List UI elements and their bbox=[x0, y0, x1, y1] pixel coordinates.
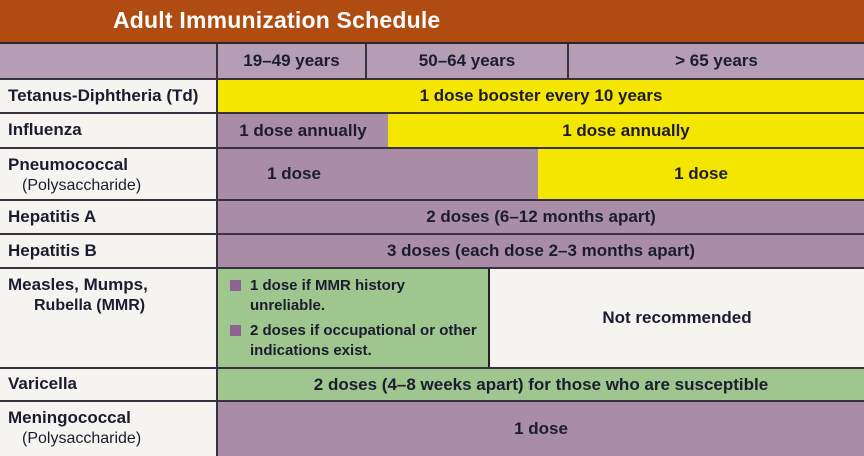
vaccine-label-influenza: Influenza bbox=[0, 114, 218, 147]
dose-cell-hepatitis-b: 3 doses (each dose 2–3 months apart) bbox=[218, 235, 864, 267]
header-age-65plus: > 65 years bbox=[567, 44, 864, 78]
dose-cell-pneumococcal-young: 1 dose bbox=[218, 149, 538, 199]
table-row-influenza: Influenza 1 dose annually 1 dose annuall… bbox=[0, 112, 864, 147]
vaccine-label-tetanus: Tetanus-Diphtheria (Td) bbox=[0, 80, 218, 112]
vaccine-label-hepatitis-b: Hepatitis B bbox=[0, 235, 218, 267]
table-row-varicella: Varicella 2 doses (4–8 weeks apart) for … bbox=[0, 367, 864, 400]
table-row-tetanus: Tetanus-Diphtheria (Td) 1 dose booster e… bbox=[0, 78, 864, 112]
bullet-square-icon bbox=[230, 280, 241, 291]
page-title: Adult Immunization Schedule bbox=[0, 0, 864, 42]
table-row-hepatitis-a: Hepatitis A 2 doses (6–12 months apart) bbox=[0, 199, 864, 233]
vaccine-label-pneumococcal: Pneumococcal (Polysaccharide) bbox=[0, 149, 218, 199]
dose-cell-influenza-50plus: 1 dose annually bbox=[388, 114, 864, 147]
dose-cell-tetanus: 1 dose booster every 10 years bbox=[218, 80, 864, 112]
table-row-hepatitis-b: Hepatitis B 3 doses (each dose 2–3 month… bbox=[0, 233, 864, 267]
bullet-square-icon bbox=[230, 325, 241, 336]
dose-cell-varicella: 2 doses (4–8 weeks apart) for those who … bbox=[218, 369, 864, 400]
vaccine-label-hepatitis-a: Hepatitis A bbox=[0, 201, 218, 233]
vaccine-label-meningococcal: Meningococcal (Polysaccharide) bbox=[0, 402, 218, 456]
vaccine-label-mmr: Measles, Mumps, Rubella (MMR) bbox=[0, 269, 218, 367]
dose-cell-meningococcal: 1 dose bbox=[218, 402, 864, 456]
dose-cell-pneumococcal-65plus: 1 dose bbox=[538, 149, 864, 199]
dose-cell-hepatitis-a: 2 doses (6–12 months apart) bbox=[218, 201, 864, 233]
mmr-bullet-2: 2 doses if occupational or other indicat… bbox=[230, 321, 484, 360]
age-header-row: 19–49 years 50–64 years > 65 years bbox=[0, 42, 864, 78]
header-age-50-64: 50–64 years bbox=[365, 44, 567, 78]
table-row-pneumococcal: Pneumococcal (Polysaccharide) 1 dose 1 d… bbox=[0, 147, 864, 199]
header-age-19-49: 19–49 years bbox=[218, 44, 365, 78]
table-row-meningococcal: Meningococcal (Polysaccharide) 1 dose bbox=[0, 400, 864, 456]
mmr-bullet-1: 1 dose if MMR history unreliable. bbox=[230, 276, 484, 315]
dose-cell-mmr-50plus: Not recommended bbox=[488, 269, 864, 367]
dose-cell-influenza-19-49: 1 dose annually bbox=[218, 114, 388, 147]
dose-cell-mmr-19-49: 1 dose if MMR history unreliable. 2 dose… bbox=[218, 269, 488, 367]
vaccine-label-varicella: Varicella bbox=[0, 369, 218, 400]
header-corner-cell bbox=[0, 44, 218, 78]
table-row-mmr: Measles, Mumps, Rubella (MMR) 1 dose if … bbox=[0, 267, 864, 367]
